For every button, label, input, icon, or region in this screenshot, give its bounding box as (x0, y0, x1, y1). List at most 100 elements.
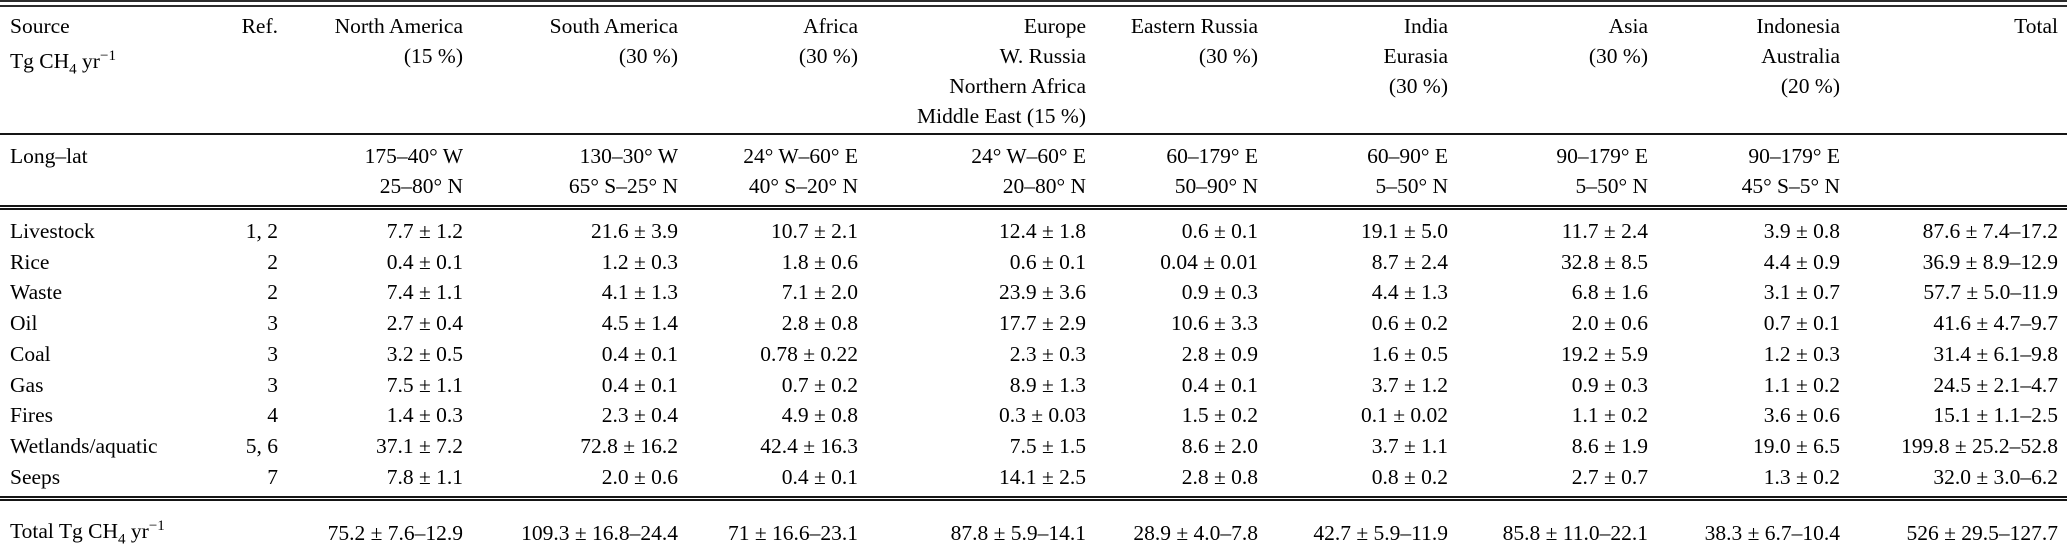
longlat-line: 50–90° N (1174, 174, 1258, 198)
value-cell-rice-indonesia: 4.4 ± 0.9 (1763, 249, 1840, 274)
table-row-wetlands-aquatic: Wetlands/aquatic 5, 6 37.1 ± 7.2 72.8 ± 16.… (0, 431, 2067, 462)
col-header-ref: Ref. (215, 7, 283, 135)
table-row-oil: Oil 3 2.7 ± 0.4 4.5 ± 1.4 2.8 ± 0.8 17.7 ± 2.… (0, 308, 2067, 339)
value-cell-gas-north-america: 7.5 ± 1.1 (386, 372, 463, 397)
header-line: Eurasia (1383, 44, 1448, 68)
value-cell-gas-europe: 8.9 ± 1.3 (1009, 372, 1086, 397)
longlat-cell-south-america: 130–30° W 65° S–25° N (468, 134, 683, 210)
value-cell-livestock-asia: 11.7 ± 2.4 (1561, 219, 1648, 243)
value-cell-seeps-india: 0.8 ± 0.2 (1371, 464, 1448, 489)
ref-cell: 2 (267, 249, 278, 274)
longlat-line: 90–179° E (1556, 144, 1648, 168)
total-ref-empty (215, 496, 283, 551)
ref-cell: 2 (267, 280, 278, 305)
header-line: Northern Africa (949, 74, 1086, 98)
table-row-waste: Waste 2 7.4 ± 1.1 4.1 ± 1.3 7.1 ± 2.0 23.9 ± … (0, 277, 2067, 308)
table-head: Source Tg CH4 yr−1 Ref. North America (15 %)… (0, 7, 2067, 135)
value-cell-fires-north-america: 1.4 ± 0.3 (386, 403, 463, 428)
table-foot: Total Tg CH4 yr−1 75.2 ± 7.6–12.9 109.3 ± … (0, 496, 2067, 551)
value-cell-gas-asia: 0.9 ± 0.3 (1571, 372, 1648, 397)
value-cell-livestock-europe: 12.4 ± 1.8 (998, 219, 1086, 243)
value-cell-coal-europe: 2.3 ± 0.3 (1009, 341, 1086, 366)
value-cell-livestock-eastern-russia: 0.6 ± 0.1 (1181, 219, 1258, 243)
longlat-line: 5–50° N (1575, 174, 1649, 198)
longlat-line: 5–50° N (1375, 174, 1449, 198)
value-cell-waste-indonesia: 3.1 ± 0.7 (1763, 280, 1840, 305)
total-cell-africa: 71 ± 16.6–23.1 (683, 496, 863, 551)
value-cell-wetlands-aquatic-india: 3.7 ± 1.1 (1371, 433, 1448, 458)
value-cell-seeps-total: 32.0 ± 3.0–6.2 (1933, 464, 2058, 489)
value-cell-wetlands-aquatic-indonesia: 19.0 ± 6.5 (1752, 433, 1840, 458)
longlat-line: 45° S–5° N (1741, 174, 1840, 198)
value-cell-waste-india: 4.4 ± 1.3 (1371, 280, 1448, 305)
total-cell-north-america: 75.2 ± 7.6–12.9 (283, 496, 468, 551)
value-cell-waste-total: 57.7 ± 5.0–11.9 (1923, 280, 2058, 305)
col-header-eastern-russia: Eastern Russia (30 %) (1091, 7, 1263, 135)
value-cell-wetlands-aquatic-africa: 42.4 ± 16.3 (760, 433, 858, 458)
value-cell-rice-north-america: 0.4 ± 0.1 (386, 249, 463, 274)
row-label-gas: Gas (10, 372, 44, 397)
value-cell-seeps-asia: 2.7 ± 0.7 (1571, 464, 1648, 489)
total-cell-indonesia: 38.3 ± 6.7–10.4 (1653, 496, 1845, 551)
table-row-fires: Fires 4 1.4 ± 0.3 2.3 ± 0.4 4.9 ± 0.8 0.3 ± 0… (0, 400, 2067, 431)
header-line: (30 %) (798, 44, 858, 68)
value-cell-rice-asia: 32.8 ± 8.5 (1560, 249, 1648, 274)
value-cell-rice-total: 36.9 ± 8.9–12.9 (1922, 249, 2058, 274)
longlat-ref-empty (215, 134, 283, 210)
ref-cell: 7 (267, 464, 278, 489)
row-label-oil: Oil (10, 311, 38, 336)
value-cell-fires-africa: 4.9 ± 0.8 (781, 403, 858, 428)
value-cell-oil-india: 0.6 ± 0.2 (1371, 311, 1448, 336)
header-line: Asia (1608, 14, 1648, 38)
value-cell-oil-africa: 2.8 ± 0.8 (781, 311, 858, 336)
value-cell-oil-asia: 2.0 ± 0.6 (1571, 311, 1648, 336)
value-cell-coal-eastern-russia: 2.8 ± 0.9 (1181, 341, 1258, 366)
row-label-livestock: Livestock (10, 219, 95, 243)
header-line: India (1403, 14, 1448, 38)
value-cell-oil-total: 41.6 ± 4.7–9.7 (1933, 311, 2058, 336)
longlat-cell-eastern-russia: 60–179° E 50–90° N (1091, 134, 1263, 210)
value-cell-livestock-indonesia: 3.9 ± 0.8 (1763, 219, 1840, 243)
longlat-line: 175–40° W (364, 144, 463, 168)
row-label-wetlands-aquatic: Wetlands/aquatic (10, 433, 158, 458)
longlat-cell-total (1845, 134, 2067, 210)
col-header-north-america: North America (15 %) (283, 7, 468, 135)
total-cell-eastern-russia: 28.9 ± 4.0–7.8 (1091, 496, 1263, 551)
value-cell-rice-europe: 0.6 ± 0.1 (1009, 249, 1086, 274)
total-cell-india: 42.7 ± 5.9–11.9 (1263, 496, 1453, 551)
ref-cell: 3 (267, 311, 278, 336)
value-cell-coal-north-america: 3.2 ± 0.5 (386, 341, 463, 366)
table-row-rice: Rice 2 0.4 ± 0.1 1.2 ± 0.3 1.8 ± 0.6 0.6 ± 0.… (0, 247, 2067, 278)
value-cell-gas-india: 3.7 ± 1.2 (1371, 372, 1448, 397)
ref-cell: 4 (267, 403, 278, 428)
longlat-cell-india: 60–90° E 5–50° N (1263, 134, 1453, 210)
header-line: W. Russia (999, 44, 1086, 68)
col-header-south-america: South America (30 %) (468, 7, 683, 135)
row-label-waste: Waste (10, 280, 62, 305)
emissions-table: Source Tg CH4 yr−1 Ref. North America (15 %)… (0, 7, 2067, 551)
longlat-row: Long–lat 175–40° W 25–80° N 130–30° W 65° S–… (0, 134, 2067, 210)
row-label-rice: Rice (10, 249, 50, 274)
longlat-cell-europe: 24° W–60° E 20–80° N (863, 134, 1091, 210)
longlat-line: 20–80° N (1002, 174, 1086, 198)
row-label-coal: Coal (10, 341, 51, 366)
value-cell-fires-asia: 1.1 ± 0.2 (1571, 403, 1648, 428)
longlat-section: Long–lat 175–40° W 25–80° N 130–30° W 65° S–… (0, 134, 2067, 210)
total-cell-europe: 87.8 ± 5.9–14.1 (863, 496, 1091, 551)
value-cell-seeps-eastern-russia: 2.8 ± 0.8 (1181, 464, 1258, 489)
col-header-total: Total (1845, 7, 2067, 135)
header-line: South America (549, 14, 678, 38)
longlat-cell-indonesia: 90–179° E 45° S–5° N (1653, 134, 1845, 210)
col-header-india: India Eurasia (30 %) (1263, 7, 1453, 135)
value-cell-coal-india: 1.6 ± 0.5 (1371, 341, 1448, 366)
value-cell-fires-total: 15.1 ± 1.1–2.5 (1933, 403, 2058, 428)
longlat-line: 60–179° E (1166, 144, 1258, 168)
value-cell-rice-africa: 1.8 ± 0.6 (781, 249, 858, 274)
value-cell-livestock-south-america: 21.6 ± 3.9 (590, 219, 678, 243)
row-label-fires: Fires (10, 403, 53, 428)
header-line: (30 %) (1388, 74, 1448, 98)
longlat-line: 24° W–60° E (971, 144, 1086, 168)
longlat-line: 40° S–20° N (748, 174, 858, 198)
header-line: Middle East (15 %) (917, 104, 1086, 128)
